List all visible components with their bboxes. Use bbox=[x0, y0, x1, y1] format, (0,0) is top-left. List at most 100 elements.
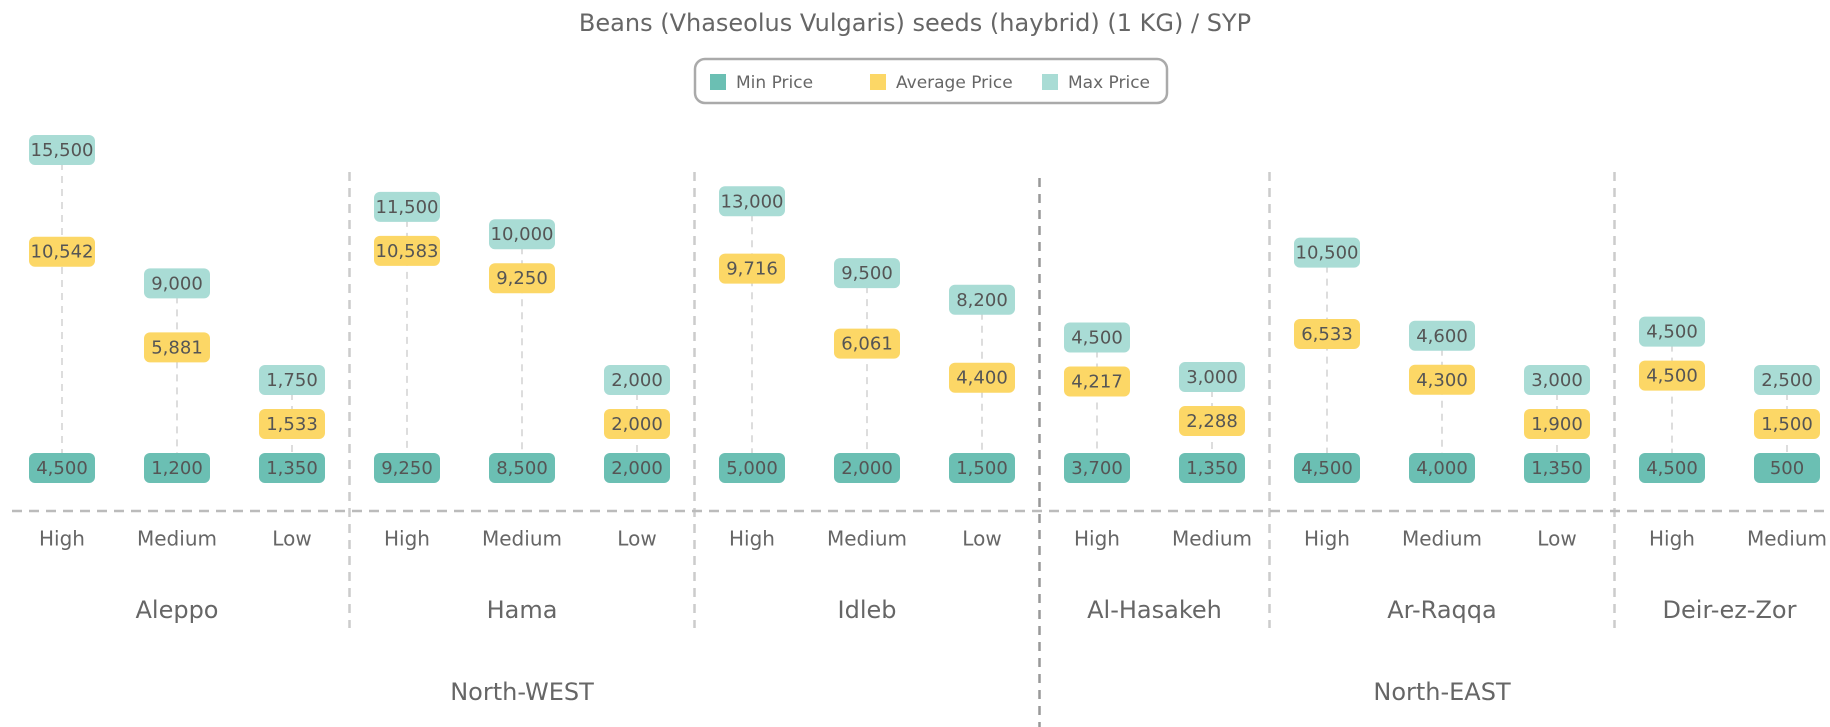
value-box bbox=[489, 219, 555, 250]
value-box bbox=[489, 453, 555, 483]
value-box bbox=[1524, 365, 1590, 395]
value-box bbox=[719, 186, 785, 217]
data-label: 13,000 bbox=[721, 191, 784, 212]
legend-label: Average Price bbox=[896, 73, 1013, 93]
chart-title: Beans (Vhaseolus Vulgaris) seeds (haybri… bbox=[579, 9, 1251, 37]
value-box bbox=[1754, 453, 1820, 483]
x-tick-label: High bbox=[1649, 527, 1695, 551]
value-box bbox=[1409, 364, 1475, 395]
legend-swatch bbox=[870, 74, 886, 90]
x-tick-label: Medium bbox=[482, 527, 562, 551]
value-box bbox=[144, 453, 210, 483]
value-box bbox=[719, 253, 785, 284]
data-label: 3,000 bbox=[1531, 370, 1583, 391]
region-label: North-EAST bbox=[1373, 678, 1511, 706]
value-box bbox=[1179, 406, 1245, 437]
value-box bbox=[1294, 453, 1360, 483]
data-label: 1,500 bbox=[1761, 414, 1813, 435]
data-label: 11,500 bbox=[376, 197, 439, 218]
region-label: North-WEST bbox=[450, 678, 594, 706]
data-label: 4,400 bbox=[956, 368, 1008, 389]
value-box bbox=[1409, 453, 1475, 483]
data-label: 5,000 bbox=[726, 458, 778, 479]
data-label: 1,533 bbox=[266, 414, 318, 435]
data-label: 9,000 bbox=[151, 273, 203, 294]
data-label: 4,300 bbox=[1416, 370, 1468, 391]
data-label: 10,542 bbox=[31, 242, 94, 263]
value-box bbox=[834, 453, 900, 483]
group-label: Ar-Raqqa bbox=[1387, 596, 1496, 624]
data-label: 4,217 bbox=[1071, 371, 1123, 392]
value-box bbox=[834, 328, 900, 359]
data-label: 9,716 bbox=[726, 259, 778, 280]
data-label: 1,200 bbox=[151, 458, 203, 479]
value-box bbox=[1639, 316, 1705, 347]
x-tick-label: Low bbox=[1537, 527, 1576, 551]
value-box bbox=[1064, 453, 1130, 483]
x-tick-label: Low bbox=[272, 527, 311, 551]
data-label: 4,500 bbox=[1071, 327, 1123, 348]
data-label: 9,250 bbox=[381, 458, 433, 479]
group-label: Aleppo bbox=[135, 596, 218, 624]
value-box bbox=[1754, 365, 1820, 395]
value-box bbox=[1294, 318, 1360, 349]
legend-label: Min Price bbox=[736, 73, 813, 93]
x-tick-label: Medium bbox=[827, 527, 907, 551]
value-box bbox=[1409, 320, 1475, 351]
data-label: 4,500 bbox=[1646, 322, 1698, 343]
value-box bbox=[604, 409, 670, 439]
legend-label: Max Price bbox=[1068, 73, 1150, 93]
value-box bbox=[1754, 409, 1820, 439]
data-label: 2,500 bbox=[1761, 370, 1813, 391]
value-box bbox=[719, 453, 785, 483]
data-label: 2,288 bbox=[1186, 411, 1238, 432]
legend-swatch bbox=[710, 74, 726, 90]
data-label: 2,000 bbox=[611, 414, 663, 435]
x-tick-label: Low bbox=[962, 527, 1001, 551]
data-label: 9,500 bbox=[841, 263, 893, 284]
value-box bbox=[259, 409, 325, 439]
x-tick-label: Low bbox=[617, 527, 656, 551]
data-label: 1,350 bbox=[266, 458, 318, 479]
data-label: 500 bbox=[1770, 458, 1804, 479]
value-box bbox=[29, 236, 95, 267]
data-label: 6,061 bbox=[841, 334, 893, 355]
value-box bbox=[374, 453, 440, 483]
data-label: 3,000 bbox=[1186, 367, 1238, 388]
data-label: 8,500 bbox=[496, 458, 548, 479]
value-box bbox=[1639, 360, 1705, 391]
x-tick-label: High bbox=[729, 527, 775, 551]
x-tick-label: High bbox=[1304, 527, 1350, 551]
value-box bbox=[949, 284, 1015, 315]
value-box bbox=[29, 135, 95, 165]
value-box bbox=[1179, 362, 1245, 393]
data-label: 9,250 bbox=[496, 268, 548, 289]
data-label: 4,500 bbox=[36, 458, 88, 479]
data-label: 10,000 bbox=[491, 224, 554, 245]
group-label: Idleb bbox=[838, 596, 897, 624]
data-label: 2,000 bbox=[611, 370, 663, 391]
value-box bbox=[604, 365, 670, 395]
data-label: 4,500 bbox=[1646, 458, 1698, 479]
data-label: 8,200 bbox=[956, 290, 1008, 311]
value-box bbox=[1524, 409, 1590, 439]
data-label: 3,700 bbox=[1071, 458, 1123, 479]
value-box bbox=[1064, 322, 1130, 353]
data-label: 10,500 bbox=[1296, 243, 1359, 264]
value-box bbox=[1294, 237, 1360, 268]
data-label: 10,583 bbox=[376, 241, 439, 262]
value-box bbox=[374, 191, 440, 222]
value-box bbox=[259, 365, 325, 395]
value-box bbox=[144, 268, 210, 299]
group-label: Al-Hasakeh bbox=[1087, 596, 1222, 624]
data-label: 2,000 bbox=[841, 458, 893, 479]
value-box bbox=[1524, 453, 1590, 483]
data-label: 4,500 bbox=[1646, 366, 1698, 387]
value-box bbox=[144, 332, 210, 363]
data-label: 1,900 bbox=[1531, 414, 1583, 435]
legend-swatch bbox=[1042, 74, 1058, 90]
legend-box bbox=[693, 57, 1169, 105]
x-tick-label: Medium bbox=[1172, 527, 1252, 551]
group-label: Deir-ez-Zor bbox=[1663, 596, 1797, 624]
